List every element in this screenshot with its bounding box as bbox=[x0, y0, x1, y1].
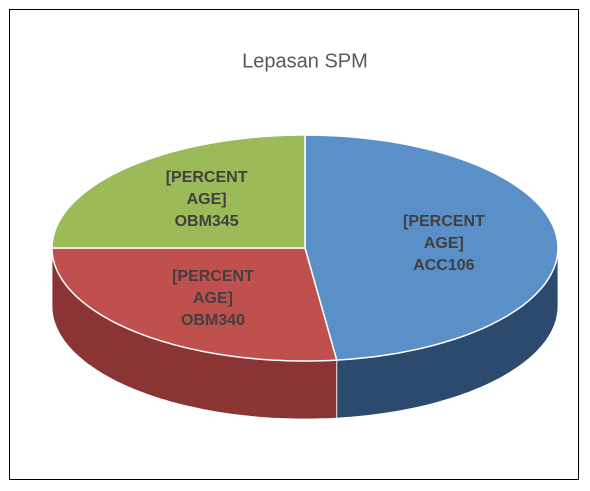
percent-label: [PERCENTAGE] bbox=[165, 169, 248, 209]
category-label: OBM345 bbox=[174, 213, 239, 231]
data-label: [PERCENTAGE] OBM340 bbox=[171, 266, 255, 332]
percent-label: [PERCENTAGE] bbox=[172, 267, 254, 307]
slice bbox=[304, 134, 559, 361]
data-label: [PERCENTAGE] OBM345 bbox=[165, 167, 249, 233]
percent-label: [PERCENTAGE] bbox=[402, 212, 485, 252]
category-label: ACC106 bbox=[413, 256, 475, 274]
chart-title: Lepasan SPM bbox=[242, 50, 368, 72]
chart-border bbox=[9, 9, 579, 480]
data-label: [PERCENTAGE] ACC106 bbox=[402, 211, 486, 277]
slice bbox=[51, 134, 306, 249]
category-label: OBM340 bbox=[180, 311, 245, 329]
slice bbox=[51, 247, 338, 362]
